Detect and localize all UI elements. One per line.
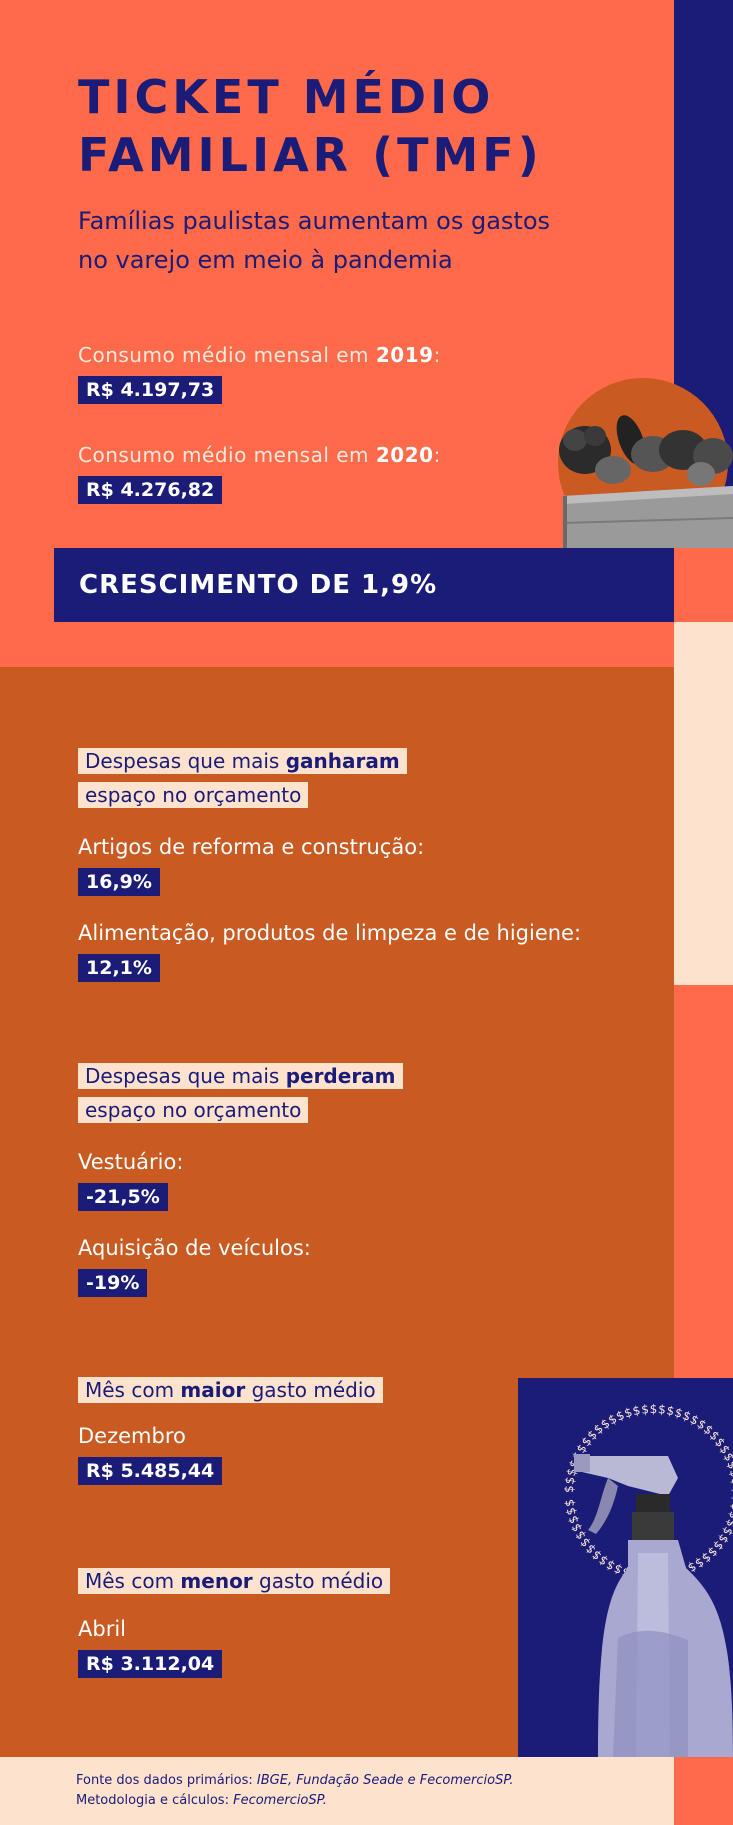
subtitle: Famílias paulistas aumentam os gastos no… <box>78 207 551 274</box>
right-cream-stripe <box>674 622 733 985</box>
maior-section: Mês com maior gasto médio Dezembro R$ 5.… <box>78 1377 383 1485</box>
consumo-2020-label: Consumo médio mensal em 2020: <box>78 443 441 467</box>
perderam-section: Despesas que mais perderam espaço no orç… <box>78 1063 668 1297</box>
list-item-value: 16,9% <box>78 868 160 896</box>
list-item-value: -19% <box>78 1269 148 1297</box>
consumo-2020: Consumo médio mensal em 2020: R$ 4.276,8… <box>78 442 441 504</box>
consumo-2019-label: Consumo médio mensal em 2019: <box>78 343 441 367</box>
perderam-tag-line1: Despesas que mais perderam <box>78 1063 403 1089</box>
maior-month: Dezembro <box>78 1424 186 1448</box>
maior-value: R$ 5.485,44 <box>78 1457 223 1485</box>
list-item-label: Aquisição de veículos: <box>78 1236 311 1260</box>
consumo-2019-value: R$ 4.197,73 <box>78 376 223 404</box>
menor-value: R$ 3.112,04 <box>78 1650 223 1678</box>
list-item-value: -21,5% <box>78 1183 168 1211</box>
menor-section: Mês com menor gasto médio Abril R$ 3.112… <box>78 1568 391 1678</box>
menor-tag: Mês com menor gasto médio <box>78 1568 391 1594</box>
list-item-label: Alimentação, produtos de limpeza e de hi… <box>78 921 582 945</box>
crescimento-text: CRESCIMENTO DE 1,9% <box>79 570 438 600</box>
spray-bottle-image: $$$ $$$$$$$$$$$$$$$$$$$$$ $$$$$$ $$$$$$$$$$… <box>518 1378 733 1757</box>
menor-month: Abril <box>78 1617 126 1641</box>
consumo-2020-value: R$ 4.276,82 <box>78 476 223 504</box>
source-line: Fonte dos dados primários: IBGE, Fundaçã… <box>76 1773 514 1788</box>
maior-tag: Mês com maior gasto médio <box>78 1377 383 1403</box>
list-item-label: Vestuário: <box>78 1150 184 1174</box>
methodology-line: Metodologia e cálculos: FecomercioSP. <box>76 1793 327 1808</box>
ganharam-section: Despesas que mais ganharam espaço no orç… <box>78 748 668 982</box>
vegetables-crate-image <box>553 378 733 548</box>
ganharam-tag-line2: espaço no orçamento <box>78 782 309 808</box>
footer-right-stripe <box>674 1757 733 1825</box>
crescimento-banner: CRESCIMENTO DE 1,9% <box>54 548 674 622</box>
ganharam-tag-line1: Despesas que mais ganharam <box>78 748 407 774</box>
list-item-value: 12,1% <box>78 954 160 982</box>
perderam-tag-line2: espaço no orçamento <box>78 1097 309 1123</box>
page-title: TICKET MÉDIO FAMILIAR (TMF) <box>78 70 543 182</box>
list-item-label: Artigos de reforma e construção: <box>78 835 425 859</box>
footer-text: Fonte dos dados primários: IBGE, Fundaçã… <box>76 1771 514 1811</box>
footer <box>0 1757 674 1825</box>
consumo-2019: Consumo médio mensal em 2019: R$ 4.197,7… <box>78 342 441 404</box>
